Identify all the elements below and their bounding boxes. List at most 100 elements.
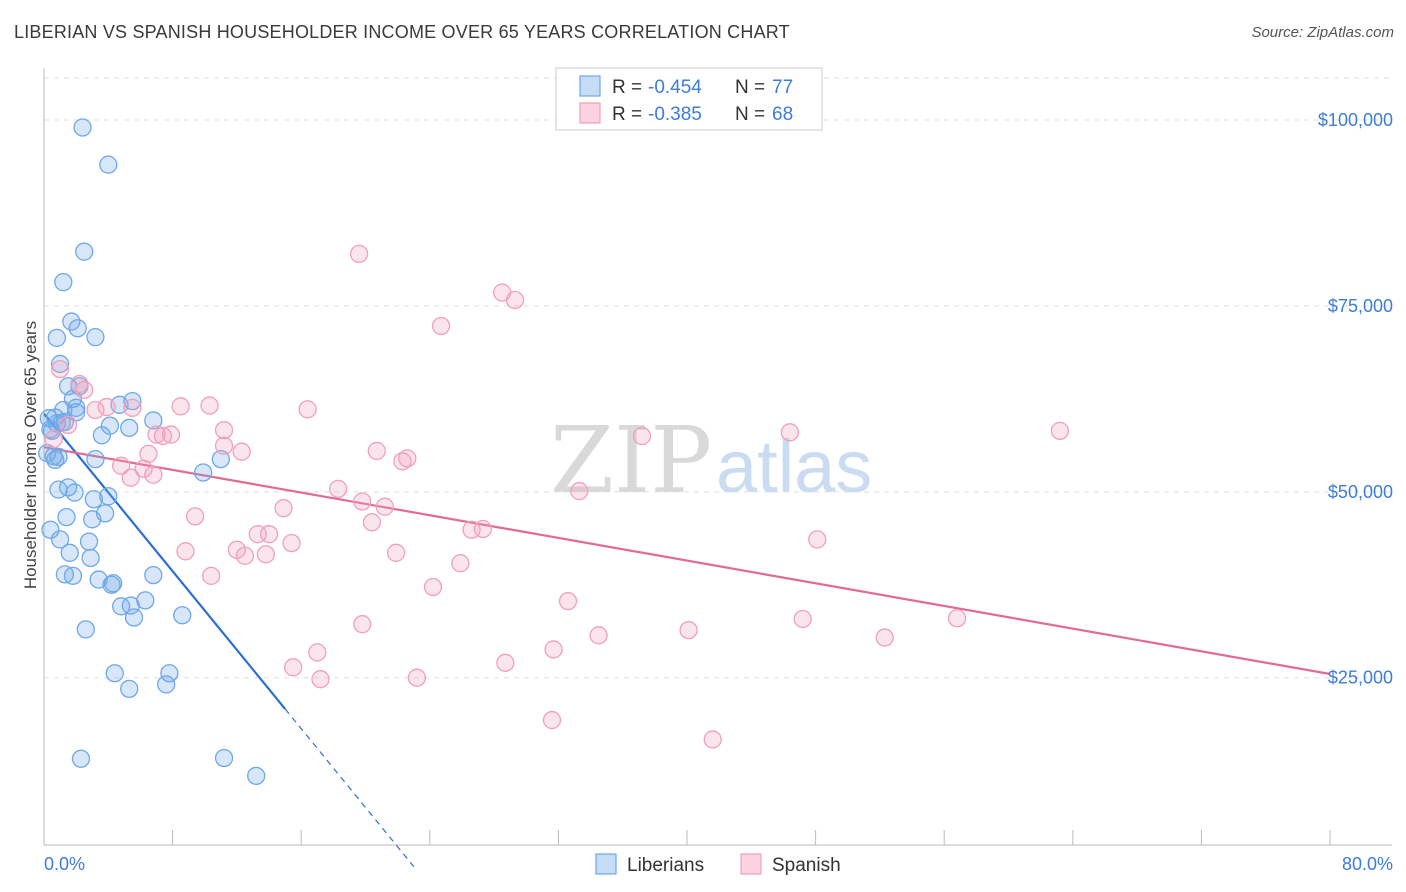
point-liberians: [86, 449, 105, 469]
bottom-legend-swatch-spanish: [740, 853, 762, 875]
axes: [43, 68, 1392, 846]
point-spanish: [496, 653, 515, 672]
trend-line-liberians: [43, 413, 286, 710]
point-liberians: [75, 242, 94, 261]
point-spanish: [185, 507, 205, 526]
point-spanish: [70, 374, 89, 394]
point-liberians: [49, 447, 68, 467]
point-spanish: [202, 566, 221, 585]
point-spanish: [544, 640, 563, 659]
point-spanish: [808, 530, 827, 549]
point-spanish: [44, 429, 63, 449]
point-liberians: [144, 565, 163, 585]
point-liberians: [214, 748, 234, 768]
bottom-legend-label-liberians: Liberians: [627, 855, 704, 876]
point-spanish: [558, 591, 578, 611]
point-spanish: [451, 554, 470, 573]
legend-swatch-spanish: [579, 102, 601, 124]
point-liberians: [193, 463, 213, 482]
point-spanish: [632, 426, 652, 446]
point-liberians: [46, 450, 65, 469]
legend-n-label-liberians: N =: [735, 77, 765, 98]
point-spanish: [308, 643, 327, 662]
point-liberians: [63, 566, 83, 585]
point-spanish: [75, 380, 94, 400]
point-spanish: [542, 710, 562, 730]
point-spanish: [1050, 421, 1070, 440]
chart-title: LIBERIAN VS SPANISH HOUSEHOLDER INCOME O…: [14, 22, 790, 42]
point-spanish: [134, 459, 153, 478]
point-liberians: [120, 679, 139, 699]
point-liberians: [105, 664, 124, 683]
point-spanish: [121, 468, 140, 487]
point-liberians: [67, 398, 86, 417]
point-spanish: [367, 441, 386, 461]
point-liberians: [81, 548, 100, 568]
point-spanish: [431, 316, 451, 336]
point-spanish: [123, 398, 142, 417]
legend: R = -0.454 N = 77 R = -0.385 N = 68: [555, 67, 823, 131]
legend-n-value-liberians: 77: [772, 77, 793, 98]
legend-n-value-spanish: 68: [772, 104, 793, 125]
point-spanish: [298, 400, 317, 419]
point-spanish: [703, 730, 722, 749]
series-liberians: [38, 118, 266, 786]
point-liberians: [47, 328, 67, 348]
point-spanish: [947, 609, 967, 628]
point-spanish: [398, 449, 417, 468]
point-liberians: [84, 490, 103, 509]
point-liberians: [41, 520, 60, 539]
bottom-legend-swatch-liberians: [595, 853, 617, 875]
point-spanish: [780, 423, 800, 442]
point-spanish: [284, 658, 303, 677]
point-liberians: [173, 606, 192, 625]
point-liberians: [247, 766, 266, 786]
point-spanish: [393, 452, 412, 471]
point-spanish: [58, 415, 78, 435]
y-tick-labels: $25,000 $50,000 $75,000 $100,000: [1318, 110, 1393, 688]
point-spanish: [214, 436, 234, 455]
point-spanish: [353, 492, 372, 511]
point-liberians: [62, 312, 81, 331]
point-liberians: [86, 328, 105, 347]
point-liberians: [211, 449, 230, 469]
bottom-legend-label-spanish: Spanish: [772, 855, 841, 876]
point-spanish: [679, 620, 698, 640]
y-axis-label: Householder Income Over 65 years: [21, 321, 40, 589]
point-spanish: [97, 397, 116, 417]
watermark-zip: ZIP: [550, 407, 712, 514]
point-spanish: [50, 359, 70, 379]
point-spanish: [200, 396, 219, 415]
point-liberians: [60, 543, 79, 562]
legend-swatch-liberians: [579, 75, 601, 97]
point-spanish: [235, 546, 255, 565]
point-spanish: [375, 497, 394, 516]
point-liberians: [136, 591, 155, 610]
point-spanish: [505, 290, 525, 310]
point-spanish: [589, 626, 608, 645]
point-spanish: [875, 628, 894, 647]
point-spanish: [407, 668, 427, 687]
point-liberians: [68, 319, 87, 338]
point-liberians: [144, 411, 163, 430]
point-liberians: [73, 118, 92, 137]
point-spanish: [311, 670, 330, 689]
point-liberians: [160, 664, 179, 683]
point-liberians: [41, 420, 60, 439]
point-spanish: [349, 244, 369, 264]
point-liberians: [50, 354, 70, 374]
x-tick-label-max: 80.0%: [1342, 854, 1393, 874]
point-liberians: [112, 597, 131, 616]
point-spanish: [353, 615, 372, 634]
point-spanish: [86, 400, 105, 420]
y-tick-label: $75,000: [1328, 296, 1393, 316]
point-spanish: [329, 479, 348, 498]
point-spanish: [282, 533, 301, 553]
point-spanish: [570, 481, 589, 501]
x-tick-label-min: 0.0%: [44, 854, 85, 874]
point-liberians: [100, 416, 120, 435]
series-spanish: [44, 244, 1070, 749]
x-tick-labels: 0.0% 80.0%: [44, 854, 1393, 874]
point-spanish: [171, 397, 190, 416]
